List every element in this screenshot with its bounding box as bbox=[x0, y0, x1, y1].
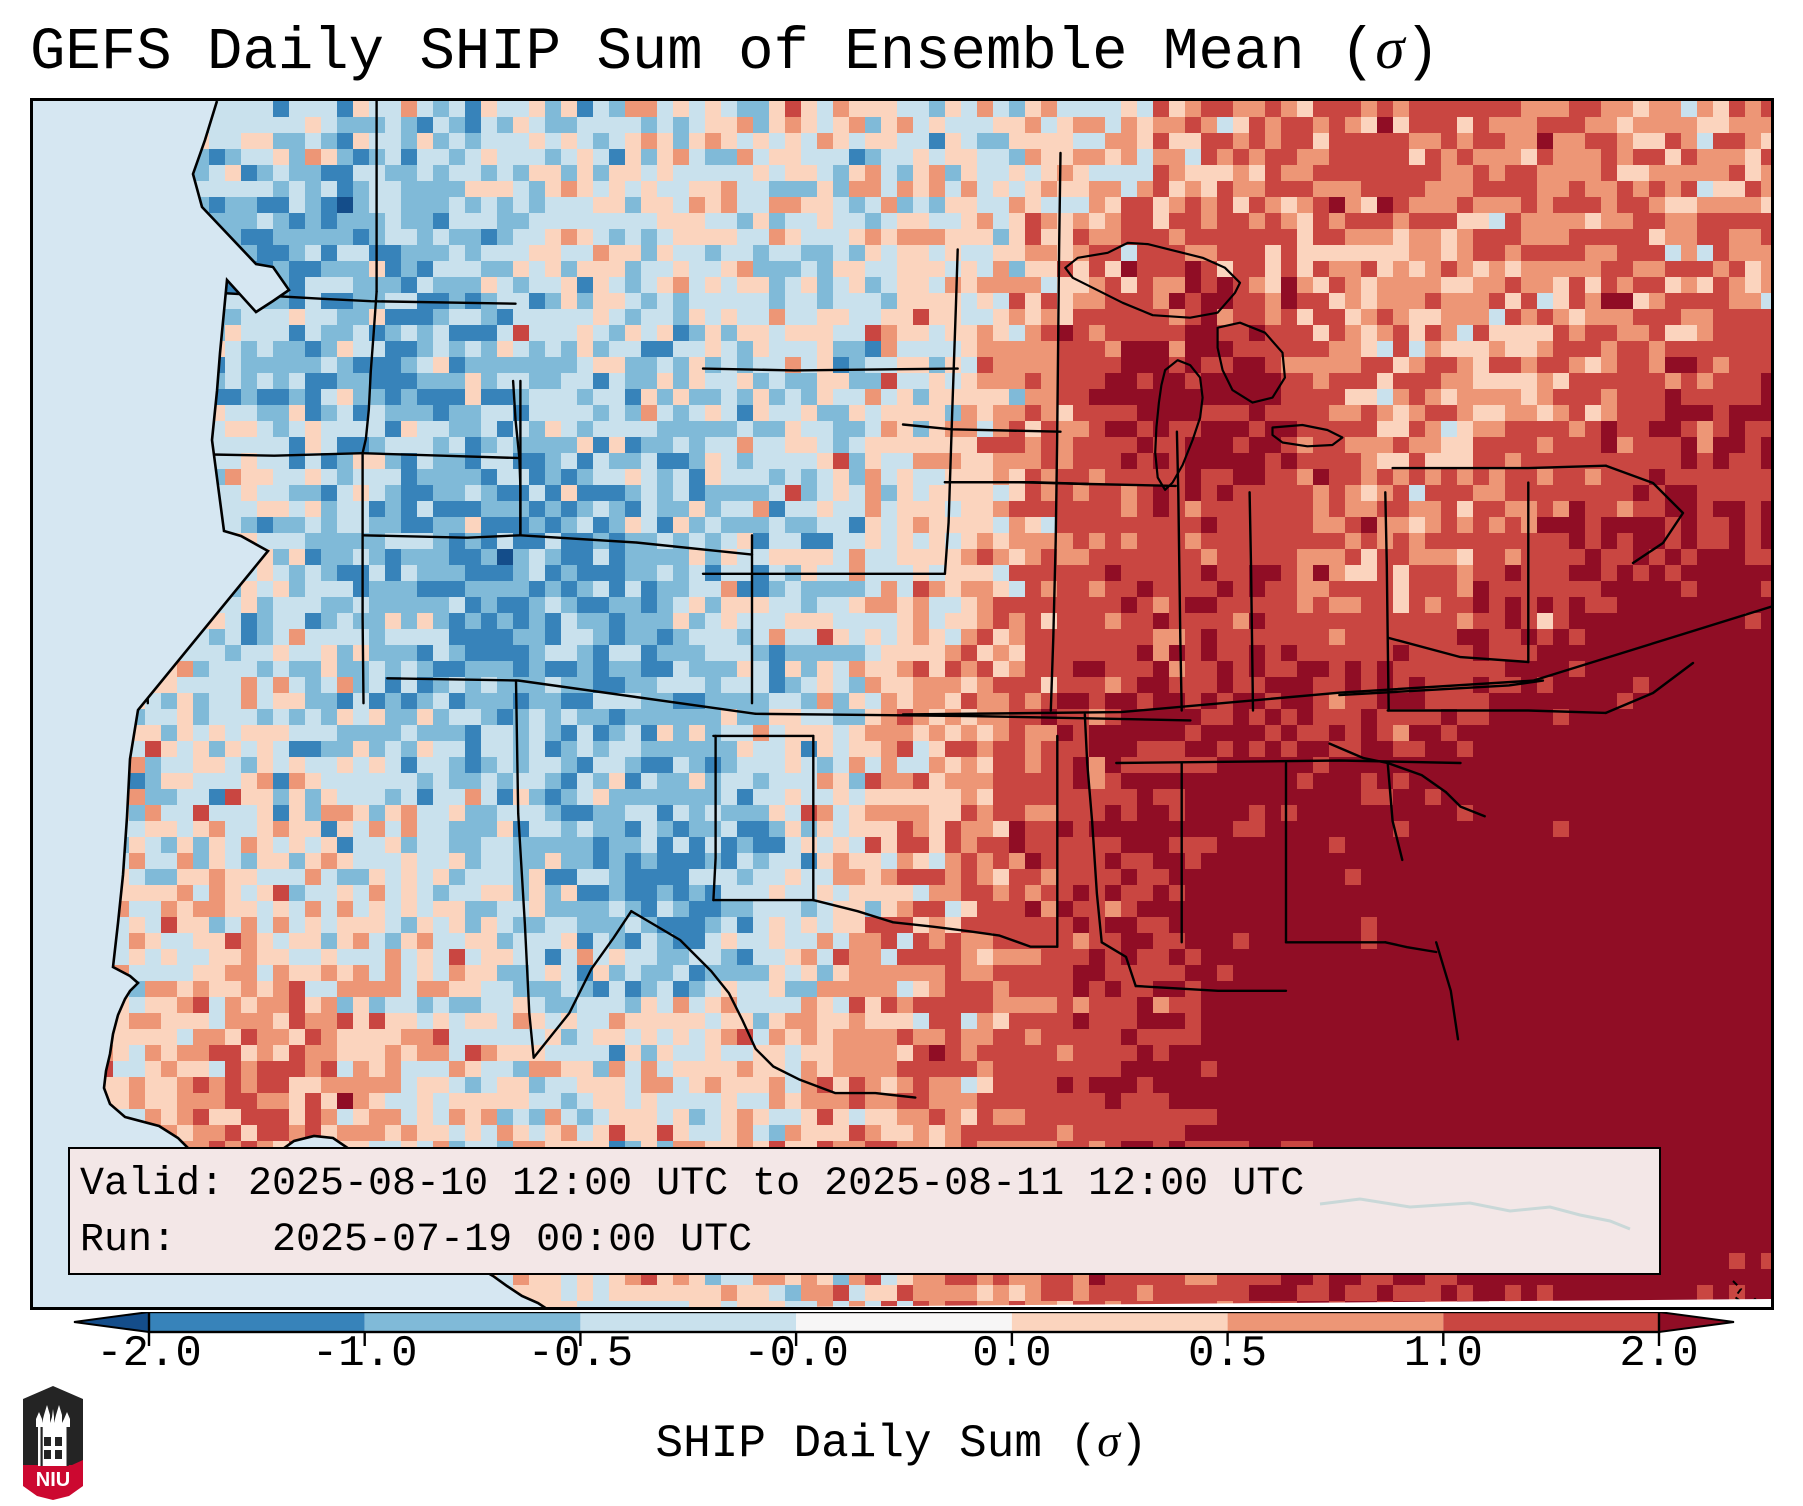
svg-text:NIU: NIU bbox=[36, 1469, 70, 1491]
